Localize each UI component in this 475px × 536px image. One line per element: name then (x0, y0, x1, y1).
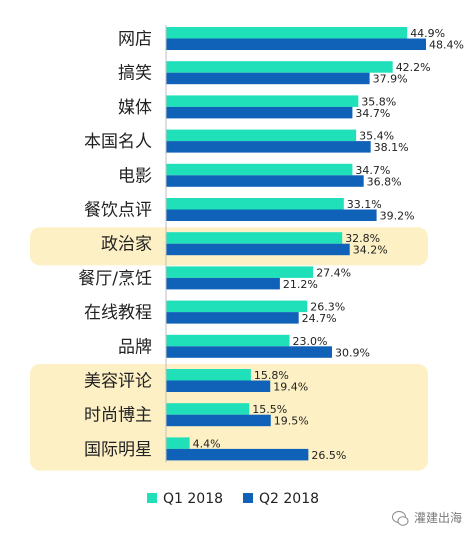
bar-q1 (166, 198, 344, 210)
category-label: 美容评论 (84, 372, 152, 392)
data-label-q1: 35.4% (359, 130, 394, 143)
category-label: 本国名人 (84, 132, 152, 152)
category-label: 搞笑 (118, 64, 152, 84)
bar-q2 (166, 175, 364, 187)
bar-q2 (166, 380, 271, 392)
bar-q2 (166, 414, 271, 427)
category-label: 餐饮点评 (84, 201, 152, 221)
data-label-q2: 36.8% (367, 175, 402, 188)
data-label-q1: 4.4% (193, 437, 221, 450)
labels-layer: 网店 44.9%48.4%搞笑 42.2%37.9%媒体 35.8%34.7%本国名人… (78, 27, 464, 462)
data-label-q2: 37.9% (373, 73, 408, 86)
bar-q2 (166, 106, 353, 119)
data-label-q2: 34.2% (353, 244, 388, 257)
data-label-q1: 15.8% (254, 369, 289, 382)
data-label-q1: 34.7% (355, 164, 390, 177)
data-label-q2: 48.4% (429, 39, 464, 52)
data-label-q1: 44.9% (410, 27, 445, 40)
wechat-icon (392, 511, 409, 526)
legend: Q1 2018 Q2 2018 (147, 491, 319, 507)
category-label: 在线教程 (84, 303, 152, 323)
category-label: 政治家 (101, 235, 152, 255)
bar-q1 (166, 95, 359, 107)
data-label-q1: 23.0% (293, 335, 328, 348)
data-label-q1: 27.4% (316, 266, 351, 279)
data-label-q1: 33.1% (347, 198, 382, 211)
category-label: 国际明星 (84, 440, 152, 460)
data-label-q2: 30.9% (335, 346, 370, 359)
data-label-q1: 26.3% (310, 301, 345, 314)
data-label-q1: 42.2% (396, 61, 431, 74)
watermark: 灌建出海 (392, 510, 462, 526)
bar-q1 (166, 163, 353, 176)
watermark-text: 灌建出海 (414, 510, 462, 525)
data-label-q2: 39.2% (380, 210, 415, 223)
legend-swatch-q2 (243, 493, 253, 503)
legend-label-q1: Q1 2018 (163, 491, 223, 507)
bar-q1 (166, 369, 251, 381)
data-label-q2: 19.5% (274, 415, 309, 428)
bar-q1 (166, 437, 190, 449)
legend-label-q2: Q2 2018 (259, 491, 319, 507)
data-label-q1: 35.8% (361, 95, 396, 108)
category-label: 餐厅/烹饪 (78, 268, 152, 289)
data-label-q2: 34.7% (355, 107, 390, 120)
data-label-q2: 38.1% (374, 141, 409, 154)
data-label-q2: 19.4% (273, 381, 308, 394)
category-label: 品牌 (118, 337, 152, 357)
bar-q2 (166, 312, 299, 324)
bar-q1 (166, 232, 343, 244)
bar-q2 (166, 448, 309, 461)
bar-q2 (166, 277, 280, 290)
legend-swatch-q1 (147, 493, 157, 503)
data-label-q2: 21.2% (283, 278, 318, 291)
bar-q1 (166, 61, 393, 73)
data-label-q2: 24.7% (302, 312, 337, 325)
bar-q2 (166, 38, 426, 50)
bars-layer (165, 25, 426, 463)
bar-q1 (166, 300, 308, 313)
bar-q1 (166, 334, 290, 347)
data-label-q2: 26.5% (311, 449, 346, 462)
bar-q2 (166, 243, 350, 256)
bar-q1 (166, 129, 357, 142)
bar-q2 (166, 346, 332, 358)
bar-q2 (166, 72, 370, 85)
data-label-q1: 15.5% (252, 403, 287, 416)
category-label: 电影 (118, 166, 152, 186)
bar-q1 (166, 403, 250, 415)
data-label-q1: 32.8% (345, 232, 380, 245)
bar-q1 (166, 27, 408, 39)
category-label: 媒体 (118, 98, 152, 118)
bar-q1 (166, 266, 314, 278)
category-label: 网店 (118, 30, 152, 50)
category-label: 时尚博主 (84, 406, 152, 426)
bar-q2 (166, 209, 377, 221)
bar-q2 (166, 141, 371, 153)
